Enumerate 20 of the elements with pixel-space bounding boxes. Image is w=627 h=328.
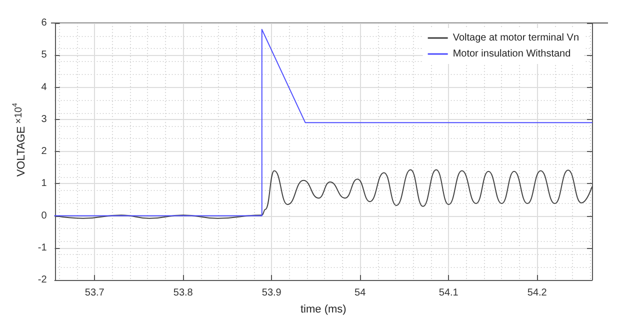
legend-label: Motor insulation Withstand	[452, 48, 571, 60]
x-tick-label: 53.8	[173, 288, 194, 298]
y-tick-label: 6	[41, 18, 48, 28]
y-tick-label: 0	[41, 210, 48, 222]
y-tick-label: 1	[41, 178, 48, 190]
y-tick-label: -2	[38, 274, 48, 286]
y-axis-title: VOLTAGE	[16, 126, 28, 177]
x-tick-label: 54.1	[438, 288, 459, 298]
x-axis-title: time (ms)	[300, 304, 346, 316]
x-tick-label: 54.2	[527, 288, 548, 298]
x-tick-label: 53.7	[84, 288, 105, 298]
line-series	[54, 169, 592, 219]
y-tick-label: 4	[41, 82, 48, 93]
x-tick-label: 54	[354, 288, 366, 298]
legend-label: Voltage at motor terminal Vn	[452, 32, 580, 44]
y-tick-label: 2	[41, 146, 48, 157]
y-tick-label: -1	[38, 242, 48, 254]
y-tick-label: 3	[41, 114, 48, 125]
x-tick-label: 53.9	[262, 288, 282, 298]
y-tick-label: 5	[41, 50, 48, 61]
